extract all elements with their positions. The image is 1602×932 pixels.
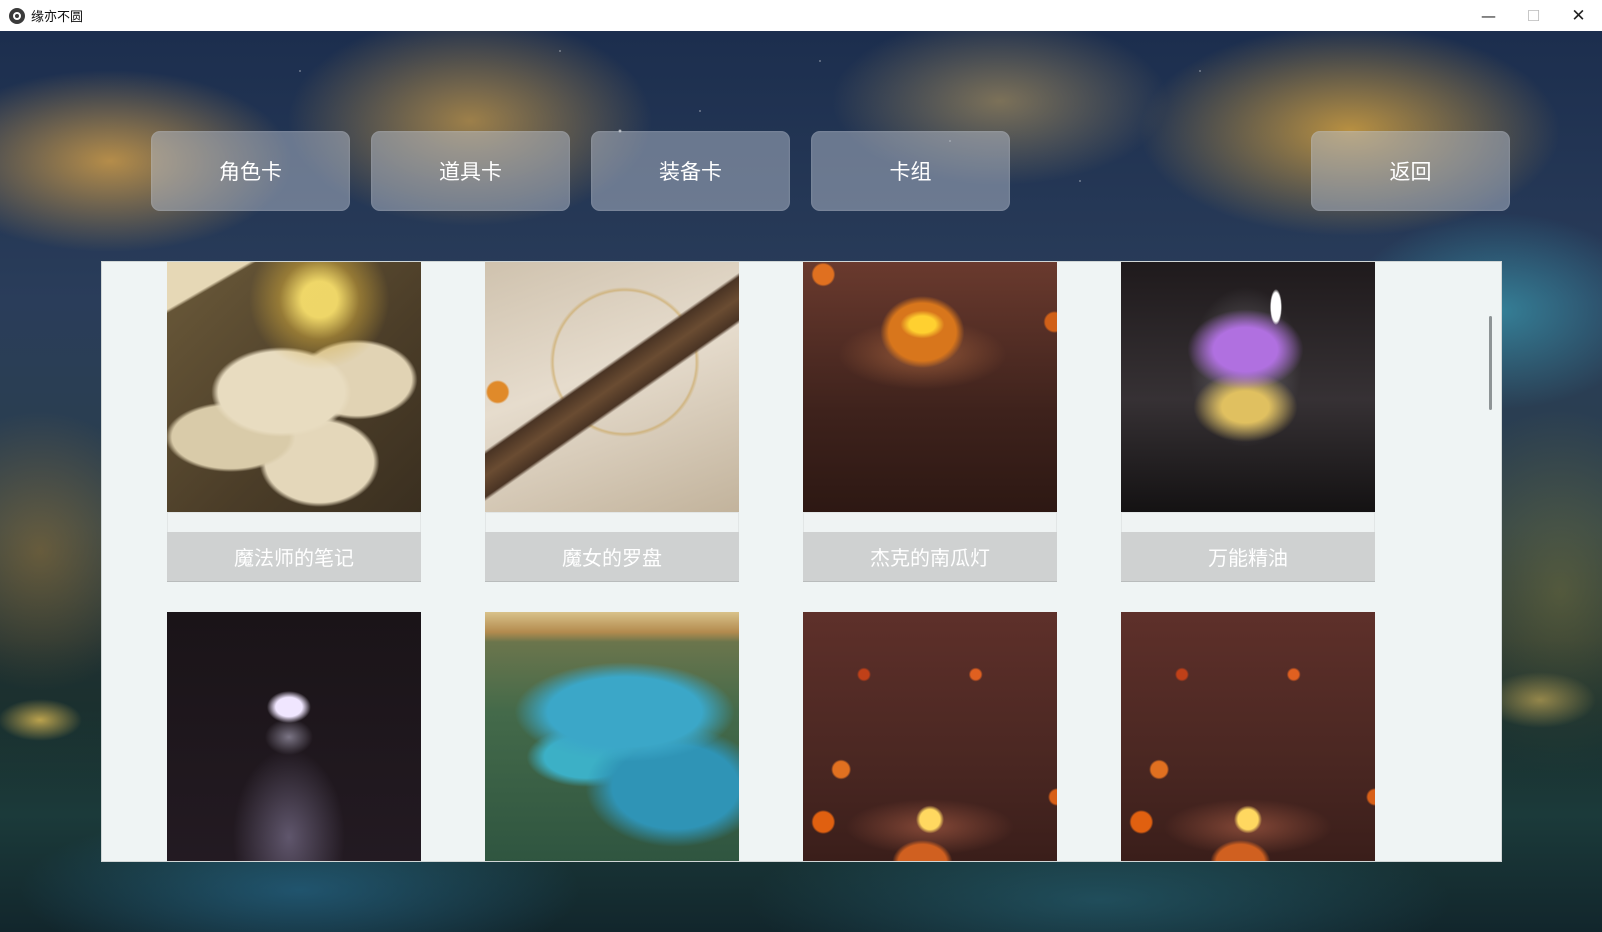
card-label: 万能精油: [1121, 532, 1375, 582]
close-button[interactable]: ✕: [1571, 5, 1586, 26]
universal-essential-oil-image: [1121, 262, 1375, 512]
card-item[interactable]: 万能精油: [1121, 262, 1375, 582]
card-grid-panel[interactable]: 魔法师的笔记 魔女的罗盘 杰克的南瓜灯 万能精油: [101, 261, 1502, 862]
window-title: 缘亦不圆: [31, 10, 84, 25]
card-item[interactable]: [485, 612, 739, 861]
tab-character-cards[interactable]: 角色卡: [151, 131, 350, 211]
back-button[interactable]: 返回: [1311, 131, 1510, 211]
tab-equipment-cards[interactable]: 装备卡: [591, 131, 790, 211]
vertical-scrollbar[interactable]: [1489, 316, 1492, 410]
magician-notes-image: [167, 262, 421, 512]
card-label: 杰克的南瓜灯: [803, 532, 1057, 582]
tab-deck[interactable]: 卡组: [811, 131, 1010, 211]
witch-compass-image: [485, 262, 739, 512]
jack-o-lantern-image: [803, 262, 1057, 512]
app-logo-icon: [9, 7, 25, 24]
card-item[interactable]: 魔法师的笔记: [167, 262, 421, 582]
card-item[interactable]: [1121, 612, 1375, 861]
card-item[interactable]: 杰克的南瓜灯: [803, 262, 1057, 582]
card-label: 魔女的罗盘: [485, 532, 739, 582]
tab-item-cards[interactable]: 道具卡: [371, 131, 570, 211]
starry-sky-image: [0, 31, 1602, 291]
card-item[interactable]: [803, 612, 1057, 861]
card-item[interactable]: [167, 612, 421, 861]
crystal-bottle-image: [167, 612, 421, 861]
pumpkin-lanterns-image: [1121, 612, 1375, 861]
pumpkin-lanterns-image: [803, 612, 1057, 861]
card-label: 魔法师的笔记: [167, 532, 421, 582]
minimize-button[interactable]: —: [1481, 6, 1496, 25]
landscape-image: [485, 612, 739, 861]
maximize-button[interactable]: ☐: [1526, 6, 1541, 25]
title-bar: 缘亦不圆 — ☐ ✕: [0, 0, 1602, 32]
card-item[interactable]: 魔女的罗盘: [485, 262, 739, 582]
